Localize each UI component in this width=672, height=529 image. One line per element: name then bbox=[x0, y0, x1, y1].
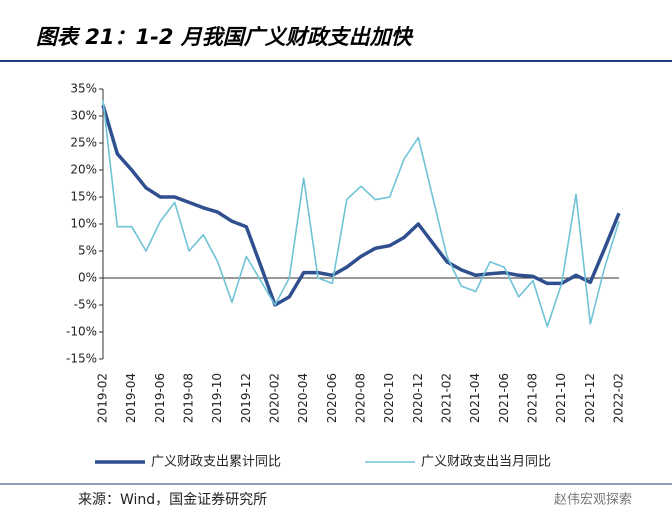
watermark: 赵伟宏观探索 bbox=[554, 493, 632, 508]
legend-label: 广义财政支出累计同比 bbox=[151, 455, 281, 470]
series-line bbox=[102, 99, 620, 328]
x-tick-label: 2022-02 bbox=[612, 373, 626, 423]
x-tick-label: 2019-08 bbox=[182, 373, 196, 423]
x-tick-label: 2019-10 bbox=[210, 373, 224, 423]
x-tick-label: 2021-12 bbox=[583, 373, 597, 423]
x-tick-label: 2019-02 bbox=[96, 373, 110, 423]
x-tick-label: 2020-02 bbox=[268, 373, 282, 423]
series-line bbox=[101, 104, 621, 307]
x-tick-label: 2020-12 bbox=[411, 373, 425, 423]
y-tick-label: 10% bbox=[70, 217, 97, 231]
x-tick-label: 2021-10 bbox=[554, 373, 568, 423]
x-tick-label: 2020-10 bbox=[382, 373, 396, 423]
x-tick-label: 2020-06 bbox=[325, 373, 339, 423]
y-tick-label: 30% bbox=[70, 109, 97, 123]
x-tick-label: 2021-08 bbox=[526, 373, 540, 423]
y-tick-label: -10% bbox=[66, 325, 97, 339]
x-tick-label: 2021-02 bbox=[440, 373, 454, 423]
source-note: 来源：Wind，国金证券研究所 bbox=[78, 492, 267, 508]
x-tick-label: 2020-08 bbox=[354, 373, 368, 423]
y-tick-label: 35% bbox=[70, 82, 97, 96]
y-tick-label: 15% bbox=[70, 190, 97, 204]
x-tick-label: 2021-04 bbox=[468, 373, 482, 423]
y-tick-label: -15% bbox=[66, 352, 97, 366]
chart-title: 图表 21：1-2 月我国广义财政支出加快 bbox=[36, 25, 414, 49]
x-tick-label: 2019-06 bbox=[153, 373, 167, 423]
legend-label: 广义财政支出当月同比 bbox=[421, 455, 551, 470]
y-tick-label: -5% bbox=[74, 298, 97, 312]
y-tick-label: 25% bbox=[70, 136, 97, 150]
y-tick-label: 0% bbox=[78, 271, 97, 285]
x-tick-label: 2019-12 bbox=[239, 373, 253, 423]
y-tick-label: 5% bbox=[78, 244, 97, 258]
x-tick-label: 2021-06 bbox=[497, 373, 511, 423]
x-tick-label: 2020-04 bbox=[296, 373, 310, 423]
y-tick-label: 20% bbox=[70, 163, 97, 177]
x-tick-label: 2019-04 bbox=[124, 373, 138, 423]
